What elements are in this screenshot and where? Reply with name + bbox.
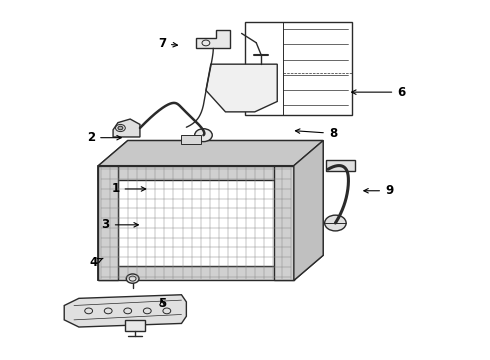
Circle shape (195, 129, 212, 141)
Text: 2: 2 (87, 131, 121, 144)
Polygon shape (274, 166, 294, 280)
Polygon shape (196, 30, 230, 48)
Polygon shape (125, 320, 145, 330)
Text: 1: 1 (111, 183, 146, 195)
Polygon shape (326, 160, 355, 171)
Text: 9: 9 (364, 184, 393, 197)
Polygon shape (98, 266, 294, 280)
Circle shape (126, 274, 139, 283)
Circle shape (325, 215, 346, 231)
Text: 5: 5 (158, 297, 166, 310)
Polygon shape (294, 140, 323, 280)
Polygon shape (181, 135, 201, 144)
Polygon shape (64, 295, 186, 327)
Circle shape (118, 126, 123, 130)
Text: 7: 7 (158, 37, 177, 50)
Text: 8: 8 (295, 127, 337, 140)
Text: 3: 3 (102, 218, 138, 231)
Text: 4: 4 (89, 256, 103, 269)
Polygon shape (98, 140, 323, 166)
Polygon shape (113, 119, 140, 137)
Text: 6: 6 (352, 86, 406, 99)
Polygon shape (98, 166, 294, 180)
Polygon shape (98, 166, 118, 280)
Polygon shape (206, 64, 277, 112)
